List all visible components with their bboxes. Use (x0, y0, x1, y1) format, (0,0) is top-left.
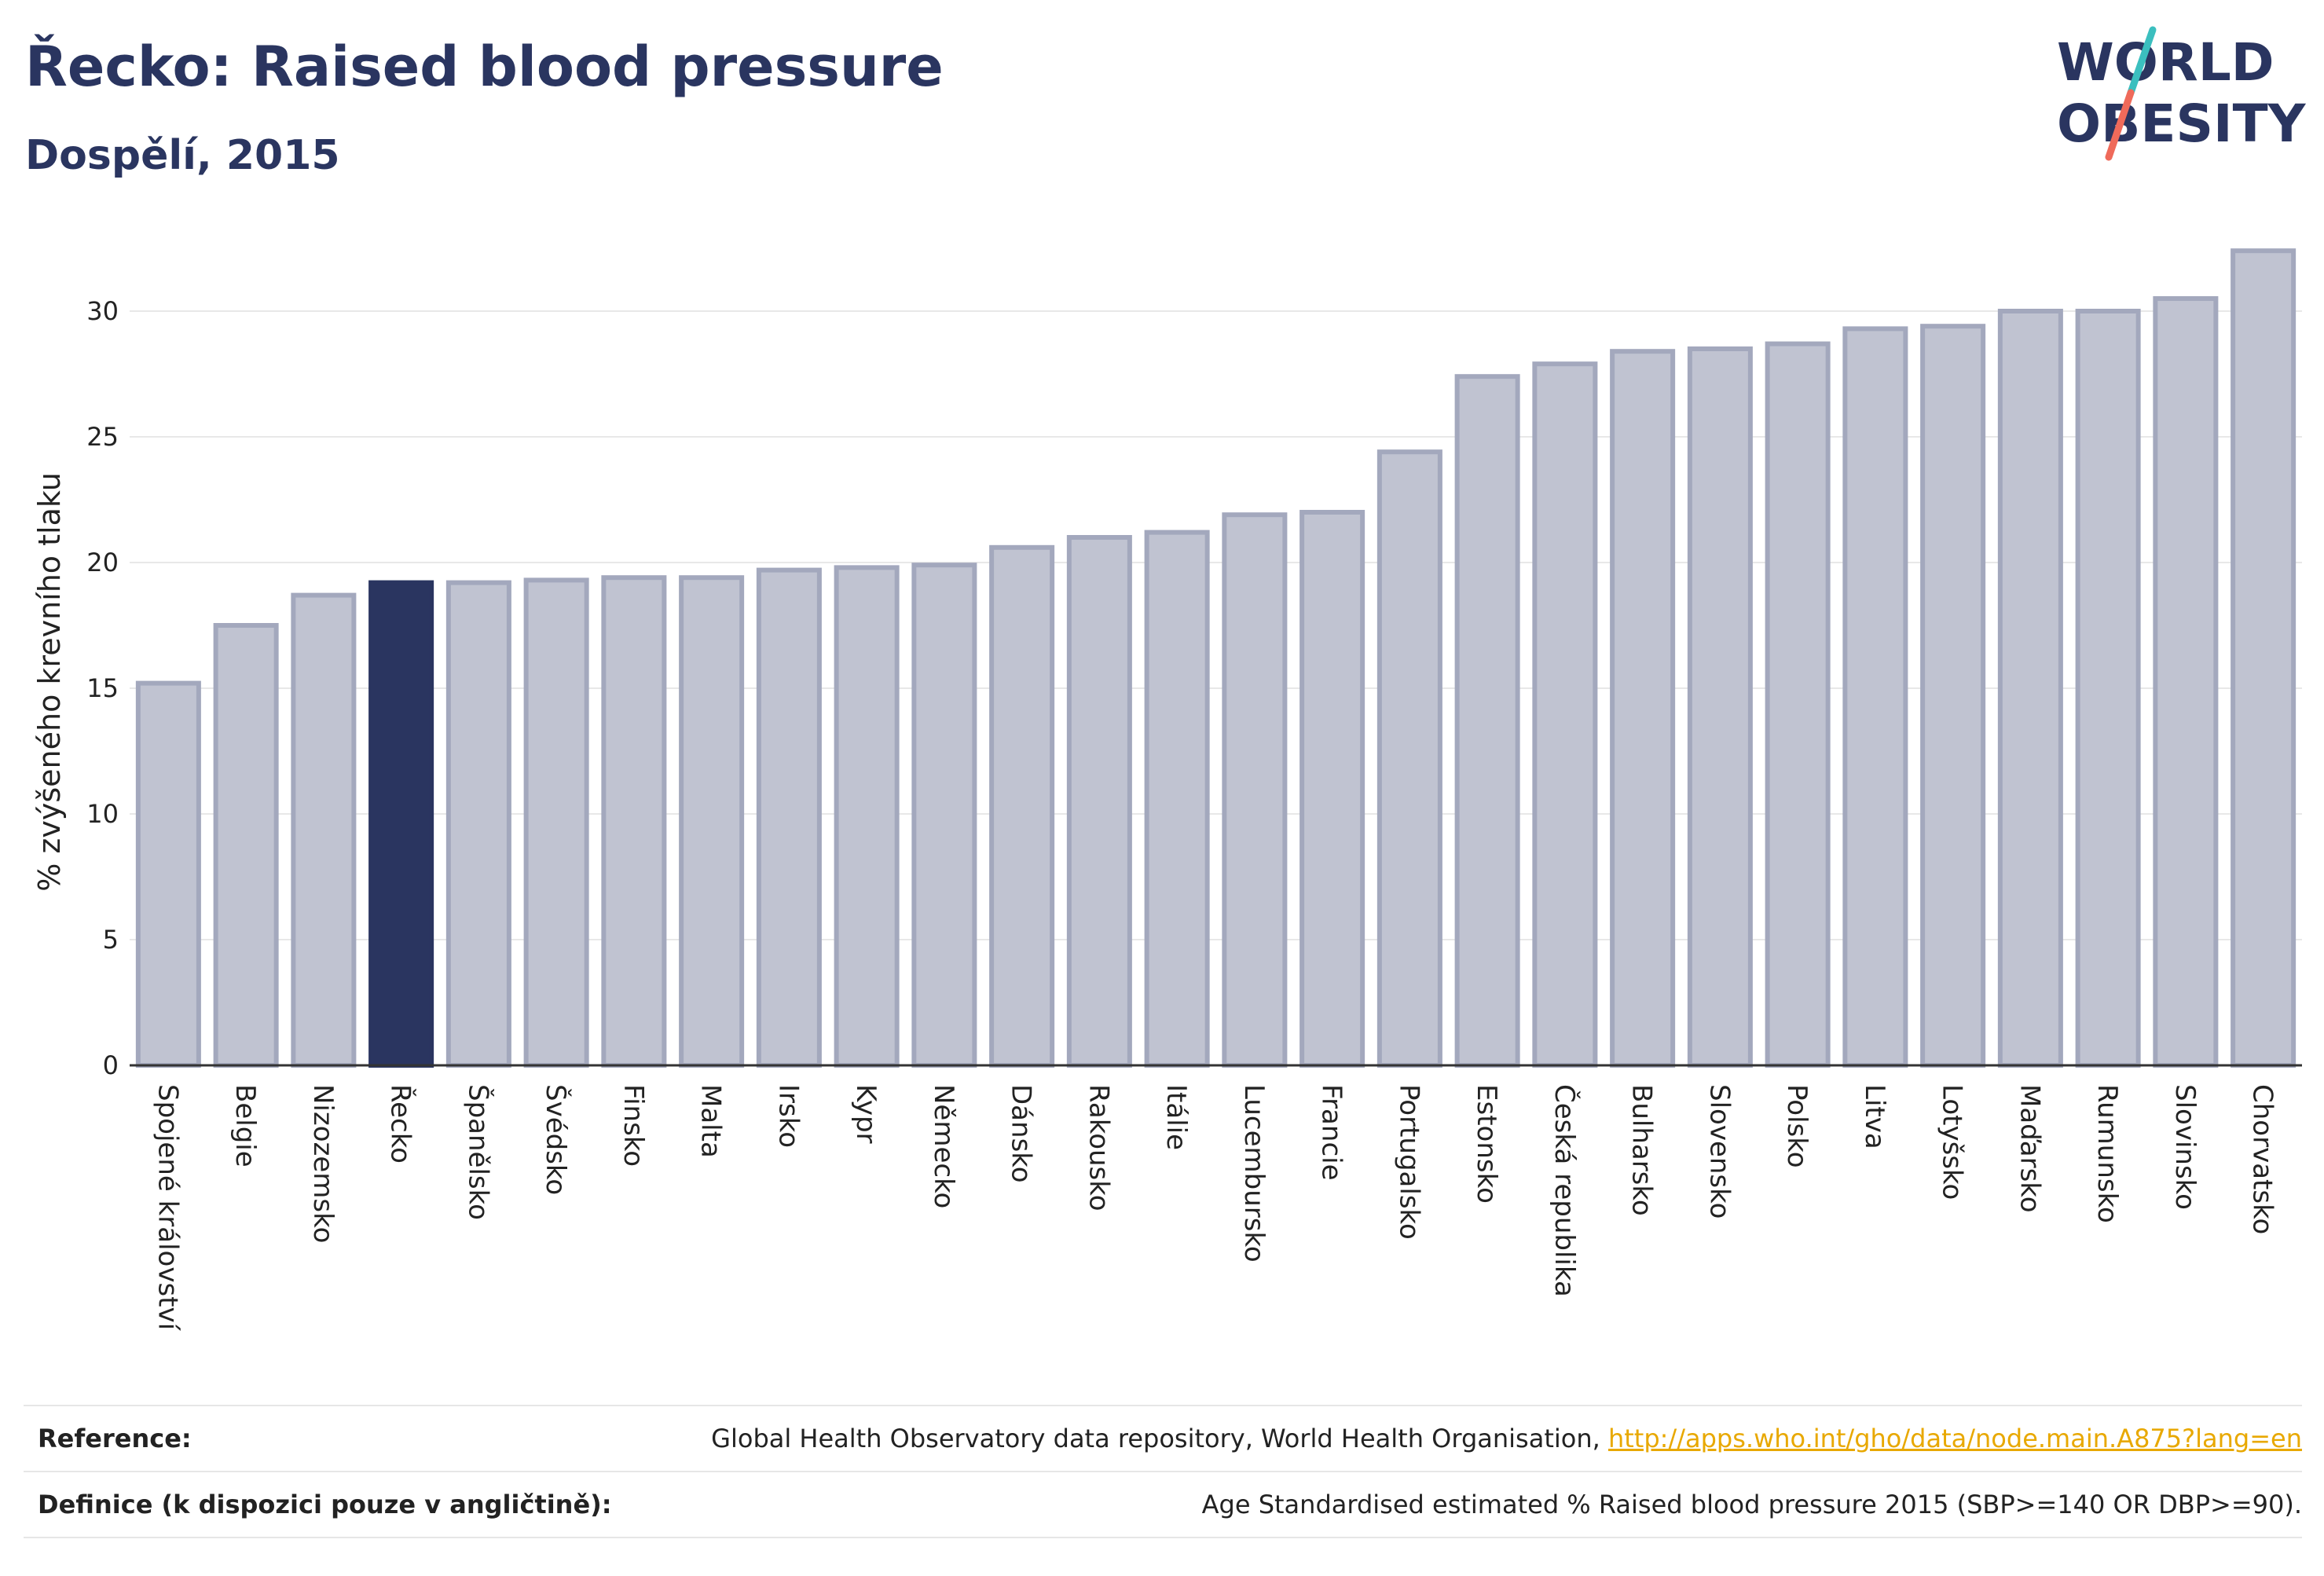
y-tick-label: 15 (86, 673, 119, 703)
x-tick-label: Polsko (1781, 1084, 1813, 1168)
reference-label: Reference: (38, 1424, 192, 1453)
bar (834, 565, 900, 1068)
bar (911, 563, 977, 1068)
x-tick-label: Lucembursko (1238, 1084, 1270, 1263)
x-tick-label: Litva (1859, 1084, 1890, 1149)
logo-slash-top (2127, 26, 2157, 97)
x-tick-label: Nizozemsko (307, 1084, 339, 1243)
bar (213, 623, 279, 1068)
x-tick-label: Lotyšsko (1937, 1084, 1968, 1200)
world-obesity-logo: WORLD OBESITY (2057, 26, 2307, 161)
bar (756, 567, 822, 1068)
reference-link[interactable]: http://apps.who.int/gho/data/node.main.A… (1607, 1424, 2302, 1453)
bar (989, 544, 1055, 1068)
bar (2075, 309, 2141, 1068)
x-tick-label: Kypr (850, 1084, 882, 1144)
bar-highlight (368, 580, 434, 1068)
y-axis-title: % zvýšeného krevního tlaku (32, 472, 67, 892)
definition-label: Definice (k dispozici pouze v angličtině… (38, 1490, 612, 1519)
bar (2153, 296, 2219, 1068)
chart-subtitle: Dospělí, 2015 (25, 132, 340, 179)
bar (1765, 341, 1831, 1068)
bar (2231, 248, 2297, 1068)
y-tick-label: 0 (103, 1050, 119, 1080)
bars (135, 248, 2297, 1068)
bar (523, 577, 589, 1068)
bar (291, 592, 357, 1068)
bar-chart: 0 5 10 15 20 25 30 Spojené království Belgie Niz… (32, 248, 2302, 1332)
x-tick-label: Slovensko (1703, 1084, 1735, 1219)
x-tick-label: Finsko (618, 1084, 649, 1167)
y-axis-ticks: 0 5 10 15 20 25 30 (86, 296, 119, 1080)
x-tick-label: Spojené království (152, 1084, 183, 1332)
x-tick-label: Francie (1316, 1084, 1347, 1181)
x-tick-label: Itálie (1160, 1084, 1192, 1150)
reference-value: Global Health Observatory data repositor… (711, 1424, 2302, 1453)
reference-text: Global Health Observatory data repositor… (711, 1424, 1608, 1453)
y-tick-label: 20 (86, 548, 119, 577)
x-tick-label: Česká republika (1549, 1084, 1581, 1297)
x-tick-label: Belgie (229, 1084, 261, 1167)
bar (1376, 449, 1442, 1068)
definition-row: Definice (k dispozici pouze v angličtině… (24, 1471, 2302, 1537)
y-tick-label: 30 (86, 296, 119, 326)
x-tick-label: Rakousko (1083, 1084, 1114, 1211)
bar (1920, 324, 1986, 1068)
bar (1144, 530, 1210, 1068)
bar (1532, 361, 1598, 1068)
x-tick-label: Španělsko (462, 1084, 494, 1220)
x-tick-label: Estonsko (1471, 1084, 1502, 1204)
bar (1222, 512, 1288, 1068)
x-tick-label: Irsko (772, 1084, 804, 1148)
bar (445, 580, 511, 1068)
bar (1997, 309, 2063, 1068)
logo-slash-bottom (2105, 89, 2135, 161)
bar (135, 680, 201, 1068)
x-tick-label: Malta (695, 1084, 727, 1158)
bar (1842, 326, 1908, 1068)
x-tick-label: Slovinsko (2169, 1084, 2201, 1210)
bar (1610, 349, 1676, 1068)
x-tick-label: Řecko (385, 1084, 417, 1164)
chart-title: Řecko: Raised blood pressure (25, 35, 944, 99)
reference-row: Reference: Global Health Observatory dat… (24, 1405, 2302, 1471)
logo-text-world: WORLD (2057, 32, 2275, 93)
x-tick-label: Portugalsko (1393, 1084, 1424, 1240)
y-tick-label: 5 (103, 925, 119, 955)
x-tick-label: Chorvatsko (2247, 1084, 2278, 1234)
bar (1687, 346, 1753, 1068)
bar (1066, 535, 1132, 1068)
x-tick-label: Švédsko (540, 1084, 572, 1195)
x-tick-label: Rumunsko (2091, 1084, 2123, 1223)
y-tick-label: 10 (86, 799, 119, 829)
x-tick-label: Dánsko (1006, 1084, 1037, 1183)
logo-text-obesity: OBESITY (2057, 93, 2307, 154)
bar (601, 575, 667, 1068)
bar (1299, 510, 1365, 1068)
bar (1454, 374, 1520, 1068)
footer-divider (24, 1537, 2302, 1538)
x-tick-label: Bulharsko (1626, 1084, 1658, 1216)
x-axis-labels: Spojené království Belgie Nizozemsko Řecko Š… (152, 1084, 2278, 1332)
bar (679, 575, 745, 1068)
y-tick-label: 25 (86, 422, 119, 452)
x-tick-label: Německo (928, 1084, 959, 1208)
definition-value: Age Standardised estimated % Raised bloo… (1201, 1490, 2302, 1519)
x-tick-label: Maďarsko (2014, 1084, 2045, 1213)
